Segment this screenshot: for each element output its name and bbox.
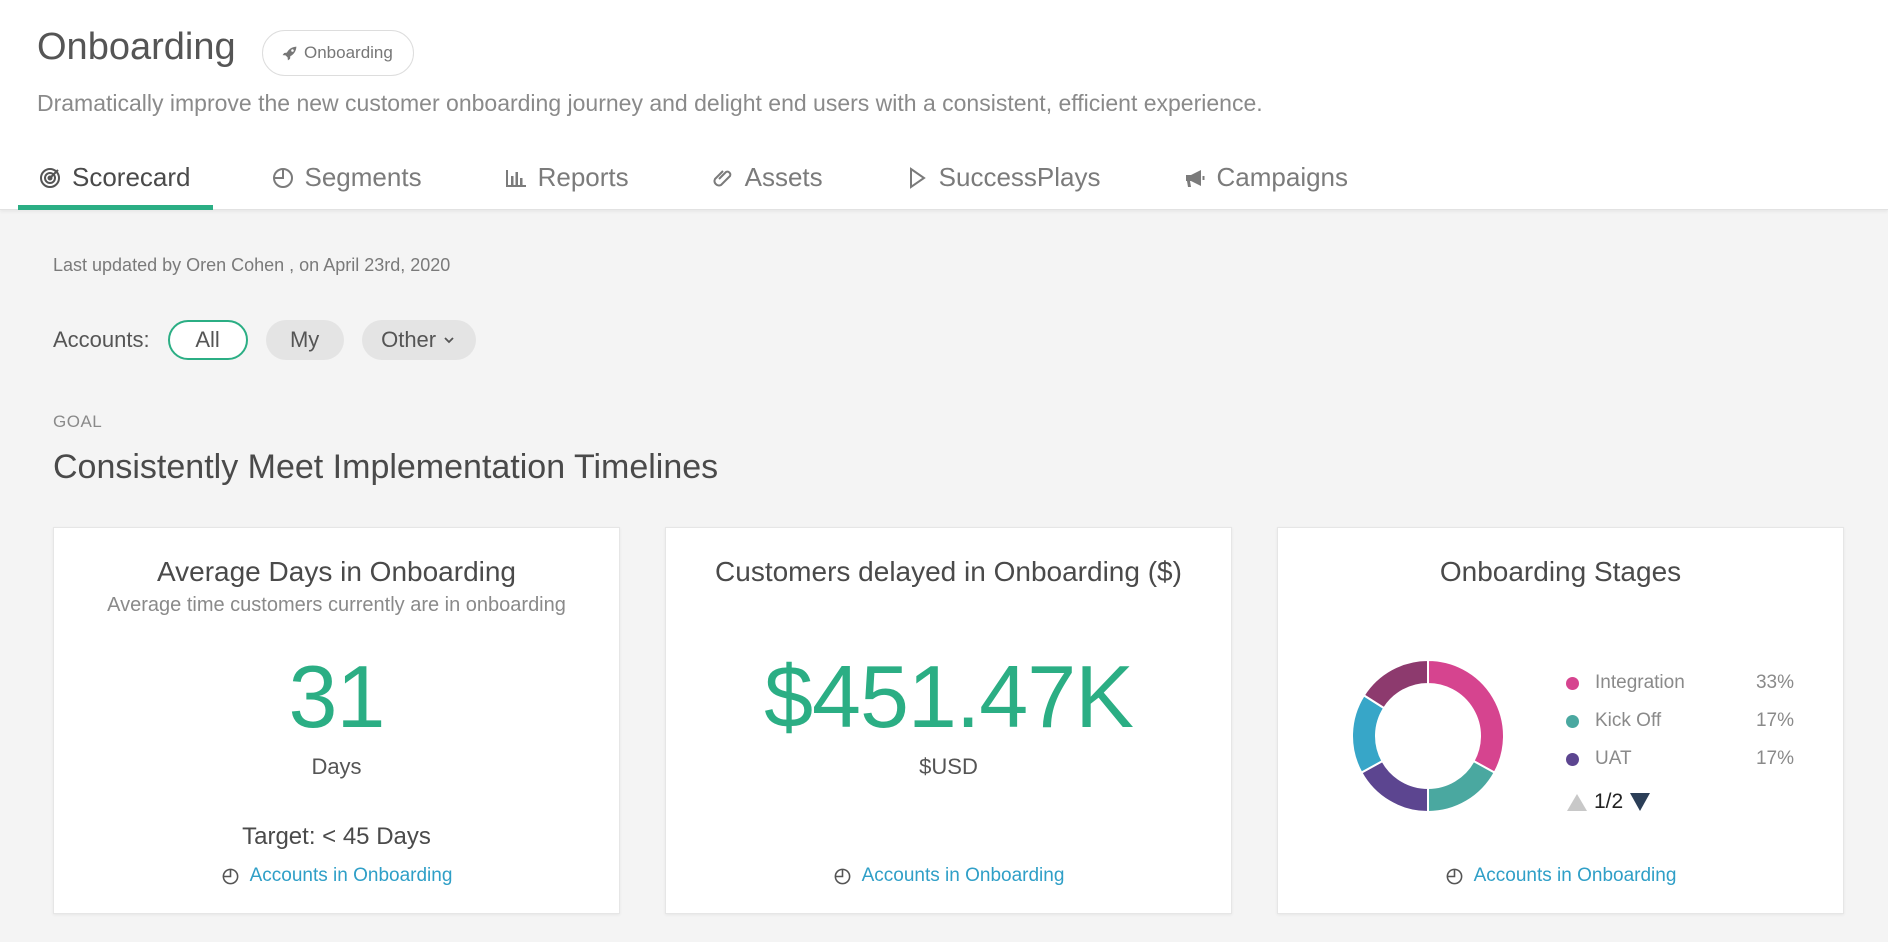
legend-dot bbox=[1566, 714, 1579, 728]
page-subtitle: Dramatically improve the new customer on… bbox=[37, 90, 1263, 116]
card-subtitle: Average time customers currently are in … bbox=[107, 594, 566, 616]
accounts-in-onboarding-link[interactable]: Accounts in Onboarding bbox=[54, 865, 619, 887]
tab-reports[interactable]: Reports bbox=[504, 150, 629, 210]
page-header: Onboarding Onboarding Dramatically impro… bbox=[0, 0, 1888, 210]
legend-dot bbox=[1566, 676, 1579, 690]
tab-assets-label: Assets bbox=[744, 162, 823, 192]
donut-slice-kick-off[interactable] bbox=[1427, 759, 1496, 814]
avg-days-card: Average Days in Onboarding Average time … bbox=[53, 527, 620, 914]
rocket-icon bbox=[282, 46, 297, 60]
card-title: Average Days in Onboarding bbox=[156, 556, 517, 587]
legend-value: 33% bbox=[1755, 672, 1794, 693]
customers-delayed-card: Customers delayed in Onboarding ($) $451… bbox=[665, 527, 1232, 914]
tab-segments-label: Segments bbox=[304, 162, 422, 192]
tab-bar: Scorecard Segments Reports Assets Succes… bbox=[18, 150, 1348, 210]
metric-unit: Days bbox=[311, 754, 362, 779]
tab-scorecard[interactable]: Scorecard bbox=[18, 150, 213, 210]
legend-value: 17% bbox=[1755, 710, 1794, 731]
tab-campaigns[interactable]: Campaigns bbox=[1183, 150, 1349, 210]
card-link-label: Accounts in Onboarding bbox=[861, 865, 1065, 886]
title-badge-label: Onboarding bbox=[304, 43, 393, 62]
card-title: Customers delayed in Onboarding ($) bbox=[715, 556, 1182, 587]
legend-dot bbox=[1566, 752, 1579, 766]
filter-my-button[interactable]: My bbox=[265, 320, 344, 360]
legend-pager: 1/2 bbox=[1566, 790, 1651, 814]
chevron-down-icon bbox=[444, 337, 454, 344]
stages-donut-chart bbox=[1351, 658, 1505, 814]
donut-slice-uat[interactable] bbox=[1360, 759, 1429, 814]
triangle-up-icon[interactable] bbox=[1566, 791, 1588, 813]
pie-chart-icon bbox=[834, 868, 851, 884]
tab-assets[interactable]: Assets bbox=[711, 150, 823, 210]
pager-label: 1/2 bbox=[1594, 790, 1624, 813]
target-icon bbox=[40, 168, 60, 188]
paperclip-icon bbox=[713, 170, 731, 187]
play-icon bbox=[909, 167, 926, 189]
donut-slice-other-4[interactable] bbox=[1362, 658, 1429, 710]
legend-label: Integration bbox=[1595, 672, 1685, 693]
goal-title: Consistently Meet Implementation Timelin… bbox=[53, 448, 719, 486]
tab-reports-label: Reports bbox=[537, 162, 629, 192]
accounts-filter-label: Accounts: bbox=[53, 327, 150, 352]
card-link-label: Accounts in Onboarding bbox=[1473, 865, 1677, 886]
last-updated-text: Last updated by Oren Cohen , on April 23… bbox=[53, 255, 451, 275]
metric-target: Target: < 45 Days bbox=[242, 823, 431, 850]
donut-slice-other-3[interactable] bbox=[1351, 693, 1386, 774]
tab-campaigns-label: Campaigns bbox=[1216, 162, 1349, 192]
chart-legend: Integration 33% Kick Off 17% UAT 17% bbox=[1564, 664, 1794, 778]
metric-value: $451.47K bbox=[764, 647, 1134, 746]
metric-unit: $USD bbox=[919, 754, 978, 779]
legend-value: 17% bbox=[1755, 748, 1794, 769]
triangle-down-icon[interactable] bbox=[1629, 791, 1651, 813]
pie-chart-icon bbox=[222, 868, 239, 884]
accounts-in-onboarding-link[interactable]: Accounts in Onboarding bbox=[666, 865, 1231, 887]
legend-label: Kick Off bbox=[1595, 710, 1662, 731]
legend-item[interactable]: Integration 33% bbox=[1564, 664, 1794, 702]
legend-item[interactable]: Kick Off 17% bbox=[1564, 702, 1794, 740]
tab-successplays-label: SuccessPlays bbox=[938, 162, 1101, 192]
filter-all-button[interactable]: All bbox=[167, 320, 248, 360]
title-badge[interactable]: Onboarding bbox=[262, 30, 414, 76]
metric-value: 31 bbox=[288, 647, 386, 746]
goal-label: GOAL bbox=[53, 412, 103, 431]
card-title: Onboarding Stages bbox=[1439, 556, 1682, 587]
page-title: Onboarding bbox=[37, 26, 236, 68]
tab-segments[interactable]: Segments bbox=[271, 150, 422, 210]
accounts-in-onboarding-link[interactable]: Accounts in Onboarding bbox=[1278, 865, 1843, 887]
tab-scorecard-label: Scorecard bbox=[72, 162, 191, 192]
card-link-label: Accounts in Onboarding bbox=[249, 865, 453, 886]
onboarding-stages-card: Onboarding Stages Integration 33% Kick Off… bbox=[1277, 527, 1844, 914]
legend-item[interactable]: UAT 17% bbox=[1564, 740, 1794, 778]
legend-label: UAT bbox=[1595, 748, 1632, 769]
megaphone-icon bbox=[1185, 170, 1204, 187]
filter-other-label: Other bbox=[381, 327, 437, 352]
pie-chart-icon bbox=[1446, 868, 1463, 884]
filter-other-dropdown[interactable]: Other bbox=[361, 320, 476, 360]
tab-successplays[interactable]: SuccessPlays bbox=[905, 150, 1101, 210]
donut-slice-integration[interactable] bbox=[1427, 658, 1505, 774]
pie-chart-icon bbox=[272, 168, 293, 188]
accounts-filter: Accounts: All My Other bbox=[53, 320, 494, 360]
bar-chart-icon bbox=[505, 170, 526, 187]
